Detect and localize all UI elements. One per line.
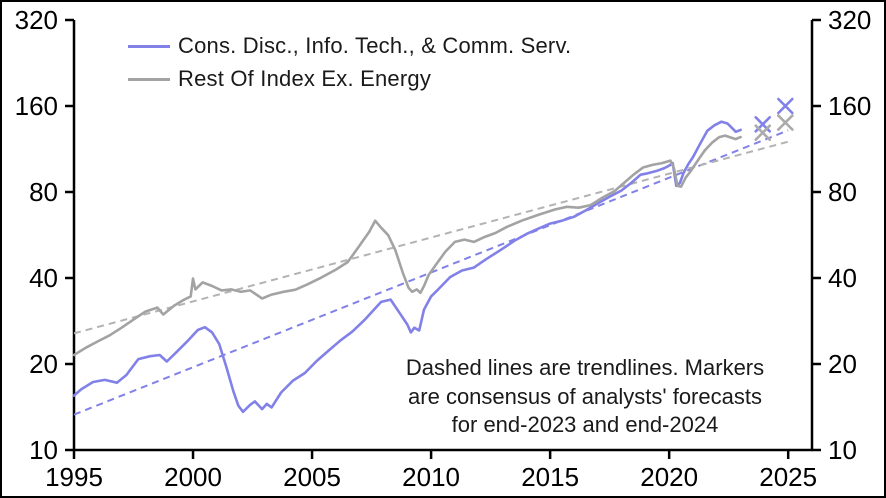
legend: Cons. Disc., Info. Tech., & Comm. Serv. … — [128, 33, 571, 92]
x-tick: 2000 — [164, 462, 222, 492]
y-tick-left: 80 — [29, 177, 58, 207]
x-tick: 1995 — [45, 462, 103, 492]
y-tick-right: 40 — [828, 263, 857, 293]
trendline-1 — [73, 140, 789, 335]
y-tick-left: 160 — [15, 91, 58, 121]
y-tick-left: 320 — [15, 5, 58, 35]
x-tick: 2005 — [283, 462, 341, 492]
x-tick: 2020 — [640, 462, 698, 492]
axes — [72, 20, 814, 452]
annotation-line-2: are consensus of analysts' forecasts — [408, 383, 762, 409]
tech-line-swatch — [128, 44, 170, 48]
annotation-line-1: Dashed lines are trendlines. Markers — [405, 355, 765, 380]
x-tick: 2025 — [759, 462, 817, 492]
y-tick-right: 20 — [828, 349, 857, 379]
annotation-line-3: for end-2023 and end-2024 — [451, 412, 719, 437]
y-tick-left: 10 — [29, 435, 58, 465]
annotation-note: Dashed lines are trendlines. Markers are… — [342, 354, 828, 440]
forecast-marker-2 — [754, 124, 772, 142]
y-tick-left: 40 — [29, 263, 58, 293]
y-tick-right: 80 — [828, 177, 857, 207]
x-tick-labels: 1995 2000 2005 2010 2015 2020 2025 — [45, 450, 817, 492]
x-tick: 2010 — [402, 462, 460, 492]
legend-label-rest: Rest Of Index Ex. Energy — [178, 66, 432, 91]
legend-label-tech: Cons. Disc., Info. Tech., & Comm. Serv. — [178, 33, 572, 58]
y-tick-right: 160 — [828, 91, 871, 121]
series-line-1 — [72, 134, 742, 357]
y-tick-right: 10 — [828, 435, 857, 465]
y-tick-labels: 320 320 160 160 80 80 40 40 20 20 10 10 — [15, 5, 872, 465]
y-tick-left: 20 — [29, 349, 58, 379]
rest-line-swatch — [128, 77, 170, 81]
legend-item-tech: Cons. Disc., Info. Tech., & Comm. Serv. — [128, 33, 571, 59]
forecast-marker-3 — [777, 114, 794, 131]
forecast-marker-1 — [777, 97, 794, 115]
legend-item-rest: Rest Of Index Ex. Energy — [128, 66, 571, 92]
y-tick-right: 320 — [828, 5, 871, 35]
x-tick: 2015 — [521, 462, 579, 492]
